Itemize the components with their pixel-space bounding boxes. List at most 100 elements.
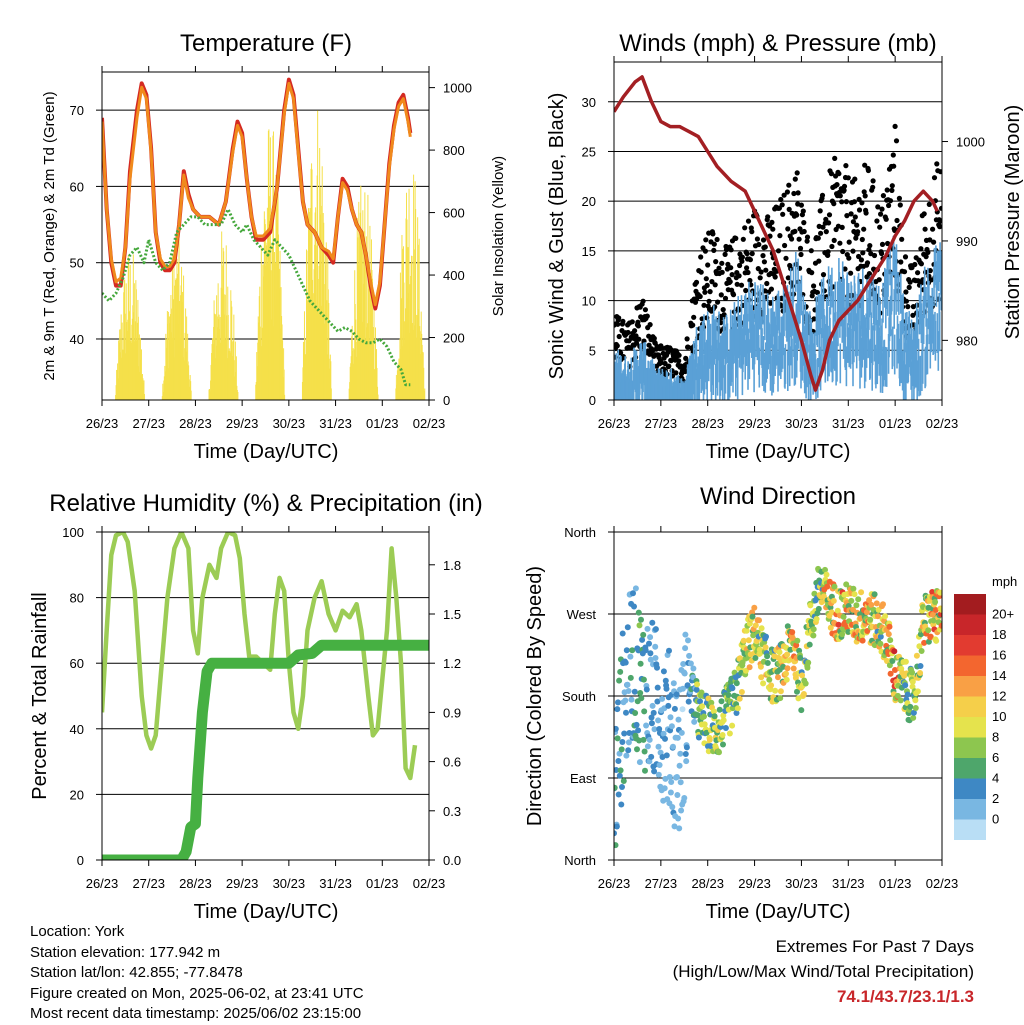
direction-point — [686, 652, 693, 659]
gust-point — [915, 270, 921, 276]
gust-point — [848, 270, 854, 276]
direction-point — [614, 842, 619, 849]
direction-point — [614, 784, 618, 791]
gust-point — [615, 321, 621, 327]
direction-point — [646, 736, 653, 743]
direction-point — [815, 605, 822, 612]
direction-point — [649, 619, 656, 626]
gust-point — [718, 292, 724, 298]
gust-point — [903, 298, 910, 304]
direction-point — [648, 714, 655, 721]
direction-point — [663, 685, 670, 692]
gust-point — [870, 178, 876, 184]
legend-swatch — [954, 778, 986, 799]
direction-point — [897, 697, 904, 704]
gust-point — [742, 225, 748, 231]
direction-point — [752, 655, 759, 661]
wind-xtick-label: 01/23 — [879, 416, 912, 431]
legend-swatch — [954, 614, 986, 635]
gust-point — [864, 260, 871, 266]
wind-xtick-label: 30/23 — [785, 416, 818, 431]
gust-point — [701, 302, 707, 308]
gust-point — [889, 187, 895, 193]
precip-series-line — [102, 639, 429, 860]
direction-point — [682, 631, 689, 638]
direction-point — [720, 741, 726, 748]
direction-point — [643, 722, 650, 729]
direction-point — [795, 695, 802, 702]
legend-label: 4 — [992, 771, 999, 786]
gust-point — [758, 269, 764, 275]
wind-ytick-label: 15 — [582, 244, 596, 259]
gust-point — [875, 204, 881, 210]
temp-chart-title: Temperature (F) — [180, 30, 352, 57]
gust-point — [841, 187, 847, 193]
direction-point — [745, 637, 752, 644]
direction-point — [628, 696, 635, 703]
gust-point — [651, 335, 657, 341]
direction-point — [914, 688, 921, 695]
direction-point — [720, 717, 727, 724]
gust-point — [633, 340, 640, 346]
direction-point — [797, 654, 804, 661]
direction-point — [762, 644, 769, 651]
gust-point — [662, 360, 668, 367]
gust-point — [937, 218, 942, 224]
temp-ytick-label: 40 — [70, 332, 84, 347]
gust-point — [834, 182, 840, 188]
direction-point — [912, 697, 919, 704]
legend-swatch — [954, 594, 986, 615]
direction-point — [624, 624, 631, 631]
gust-point — [721, 312, 727, 318]
winddir-xtick-label: 26/23 — [598, 876, 631, 891]
direction-point — [676, 825, 683, 832]
direction-point — [789, 629, 796, 636]
direction-point — [804, 664, 811, 671]
direction-point — [764, 653, 771, 660]
temp-ytick-label: 50 — [70, 256, 84, 271]
rh-xtick-label: 26/23 — [86, 876, 119, 891]
temp-xtick-label: 26/23 — [86, 416, 119, 431]
direction-point — [661, 785, 668, 792]
direction-point — [636, 622, 643, 629]
rh-xtick-label: 30/23 — [273, 876, 306, 891]
direction-point — [927, 633, 934, 640]
temp-ytick-right-label: 600 — [443, 206, 465, 221]
direction-point — [859, 637, 866, 644]
gust-point — [862, 193, 868, 199]
winddir-xtick-label: 01/23 — [879, 876, 912, 891]
rh-ytick-right-label: 0.0 — [443, 853, 461, 868]
gust-point — [636, 336, 642, 342]
direction-point — [909, 669, 916, 676]
direction-point — [868, 601, 875, 608]
gust-point — [878, 211, 884, 217]
legend-swatch — [954, 635, 986, 656]
direction-point — [673, 691, 680, 698]
gust-point — [676, 352, 682, 358]
gust-point — [779, 202, 785, 208]
direction-point — [722, 725, 729, 731]
rh-series-line — [102, 532, 418, 781]
created-text: Figure created on Mon, 2025-06-02, at 23… — [30, 984, 364, 1002]
direction-point — [669, 804, 676, 810]
direction-point — [682, 751, 689, 757]
direction-point — [793, 642, 800, 649]
gust-point — [839, 224, 845, 230]
temp-plot-area — [102, 77, 426, 400]
direction-point — [830, 597, 837, 604]
direction-point — [670, 680, 677, 687]
gust-point — [853, 235, 859, 241]
wind-ylabel: Sonic Wind & Gust (Blue, Black) — [546, 93, 568, 380]
direction-point — [807, 602, 814, 609]
direction-point — [823, 571, 830, 578]
gust-point — [811, 316, 817, 322]
temp-xtick-label: 30/23 — [273, 416, 306, 431]
direction-point — [877, 633, 884, 640]
gust-point — [791, 190, 797, 197]
gust-point — [614, 343, 620, 349]
direction-point — [772, 687, 779, 694]
gust-point — [745, 269, 751, 276]
gust-point — [800, 208, 806, 214]
direction-point — [617, 767, 624, 774]
direction-point — [855, 596, 862, 603]
